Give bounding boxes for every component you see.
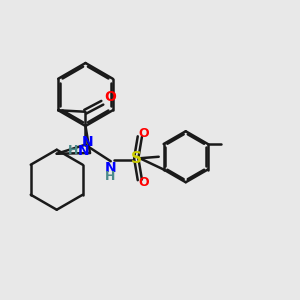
Text: O: O [138, 127, 149, 140]
Text: N: N [78, 144, 89, 158]
Text: S: S [131, 151, 142, 166]
Text: O: O [138, 176, 149, 189]
Text: O: O [104, 90, 116, 104]
Text: N: N [104, 161, 116, 175]
Text: H: H [105, 170, 115, 183]
Text: H: H [68, 144, 79, 157]
Text: N: N [82, 135, 93, 149]
